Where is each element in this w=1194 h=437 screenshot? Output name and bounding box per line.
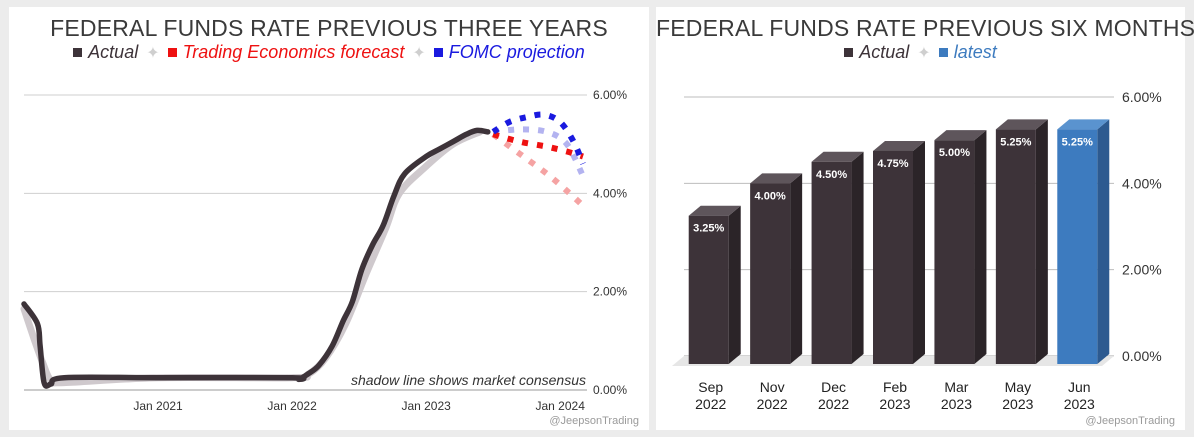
bar-value-label: 5.25% [1000, 136, 1031, 148]
credit-label: @JeepsonTrading [549, 415, 639, 427]
bar-value-label: 3.25% [693, 223, 724, 235]
x-tick-label: Jan 2024 [535, 399, 585, 413]
x-category-label: Dec [821, 379, 846, 395]
legend-item-fomc: FOMC projection [433, 42, 585, 62]
bar-value-label: 4.75% [877, 158, 908, 170]
y-tick-label: 4.00% [1122, 175, 1162, 191]
bar-value-label: 4.00% [755, 190, 786, 202]
bar-value-label: 5.00% [939, 147, 970, 159]
bar-side [1097, 119, 1110, 364]
y-tick-label: 2.00% [1122, 262, 1162, 278]
x-category-label: Feb [883, 379, 907, 395]
legend-swatch-te-forecast [167, 48, 177, 57]
x-category-label: Mar [944, 379, 968, 395]
x-category-year: 2022 [757, 396, 788, 412]
bar-side [790, 173, 803, 364]
x-category-label: May [1005, 379, 1031, 395]
y-tick-label: 0.00% [1122, 348, 1162, 364]
legend: Actual ✦ latest [656, 42, 1185, 63]
x-category-label: Jun [1068, 379, 1091, 395]
bar-top [934, 130, 987, 141]
bar [1057, 129, 1098, 364]
legend-swatch-fomc [433, 48, 443, 57]
x-category-year: 2023 [1002, 396, 1033, 412]
legend-item-te-forecast: Trading Economics forecast [167, 42, 405, 62]
x-category-label: Sep [698, 379, 723, 395]
legend-label-fomc: FOMC projection [448, 42, 585, 62]
chart-title: FEDERAL FUNDS RATE PREVIOUS THREE YEARS [50, 15, 608, 41]
bar [750, 183, 791, 364]
bar-value-label: 4.50% [816, 169, 847, 181]
line-chart: 0.00% 2.00% 4.00% 6.00% Jan 2021 Jan 2022 Jan … [20, 88, 627, 413]
legend-swatch-actual [844, 48, 854, 57]
legend-swatch-latest [938, 48, 948, 57]
bar-top [1057, 119, 1110, 130]
y-tick-label: 6.00% [593, 88, 627, 102]
x-category-year: 2023 [879, 396, 910, 412]
legend-item-actual: Actual [73, 42, 138, 62]
bar [995, 129, 1036, 364]
x-category-year: 2023 [1064, 396, 1095, 412]
bar-top [873, 140, 925, 151]
bar [873, 150, 913, 364]
bar-side [1035, 119, 1048, 364]
series-line-actual [21, 127, 491, 389]
x-category-year: 2022 [695, 396, 726, 412]
legend-separator-icon: ✦ [412, 45, 426, 62]
bar-side [974, 130, 987, 364]
x-category-label: Nov [760, 379, 785, 395]
x-tick-label: Jan 2022 [267, 399, 317, 413]
bar-top [811, 151, 864, 162]
legend-label-te-forecast: Trading Economics forecast [182, 42, 405, 62]
legend: Actual ✦ Trading Economics forecast ✦ FOMC p… [9, 42, 649, 63]
legend-separator-icon: ✦ [146, 45, 160, 62]
legend-item-latest: latest [938, 42, 997, 62]
y-tick-label: 4.00% [593, 186, 627, 200]
three-year-chart-panel: FEDERAL FUNDS RATE PREVIOUS THREE YEARS … [9, 7, 649, 430]
bar-value-label: 5.25% [1062, 136, 1093, 148]
bar [934, 140, 975, 364]
legend-separator-icon: ✦ [917, 45, 931, 62]
bar-side [851, 151, 864, 364]
y-tick-label: 0.00% [593, 383, 627, 397]
bar-side [728, 205, 741, 364]
annotation-note: shadow line shows market consensus [351, 372, 586, 388]
series-line-fomc-projection [491, 111, 586, 165]
legend-label-actual: Actual [859, 42, 910, 62]
chart-title: FEDERAL FUNDS RATE PREVIOUS SIX MONTHS [656, 15, 1194, 41]
bar [688, 215, 729, 364]
bar [811, 161, 852, 364]
x-tick-label: Jan 2021 [133, 399, 183, 413]
bar-chart: 0.00%2.00%4.00%6.00%3.25%Sep20224.00%Nov… [672, 89, 1162, 412]
bar-top [750, 173, 803, 184]
x-category-year: 2023 [941, 396, 972, 412]
x-tick-label: Jan 2023 [401, 399, 451, 413]
legend-label-actual: Actual [88, 42, 139, 62]
credit-label: @JeepsonTrading [1085, 415, 1175, 427]
legend-label-latest: latest [953, 42, 997, 62]
y-tick-label: 2.00% [593, 285, 627, 299]
bar-side [913, 140, 925, 364]
x-category-year: 2022 [818, 396, 849, 412]
legend-item-actual: Actual [844, 42, 909, 62]
legend-swatch-actual [73, 48, 83, 57]
series-line-fomc-consensus [492, 126, 586, 178]
series-line-trading-economics-forecast [492, 131, 584, 160]
six-month-chart-panel: FEDERAL FUNDS RATE PREVIOUS SIX MONTHS A… [656, 7, 1194, 430]
bar-top [995, 119, 1048, 130]
bar-top [688, 205, 741, 216]
y-tick-label: 6.00% [1122, 89, 1162, 105]
